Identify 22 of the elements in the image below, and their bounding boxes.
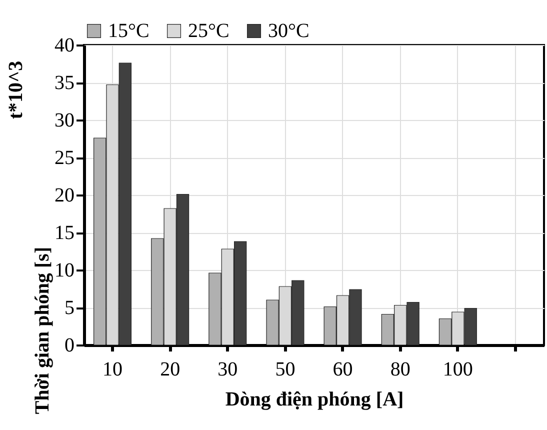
legend-label: 25°C xyxy=(188,20,230,42)
x-tick-label: 30 xyxy=(218,358,238,380)
y-tick-label: 25 xyxy=(54,147,74,169)
text: t*10^3 xyxy=(5,60,27,120)
x-tick-label: 100 xyxy=(442,358,473,380)
x-tick-label: 60 xyxy=(332,358,353,380)
legend-label: 30°C xyxy=(268,20,310,42)
y-tick-label: 20 xyxy=(54,184,74,206)
x-axis-title: Dòng điện phóng [A] xyxy=(225,388,404,410)
x-tick-label: 80 xyxy=(390,358,410,380)
y-tick-label: 10 xyxy=(54,260,74,282)
y-tick-label: 30 xyxy=(54,110,74,132)
x-tick-label: 10 xyxy=(102,358,122,380)
x-tick-label: 20 xyxy=(160,358,180,380)
y-axis-title: Thời gian phóng [s] xyxy=(32,246,54,414)
legend-label: 15°C xyxy=(108,20,150,42)
y-tick-label: 40 xyxy=(54,34,74,56)
x-tick-label: 50 xyxy=(275,358,296,380)
y-tick-label: 0 xyxy=(64,334,74,356)
y-tick-label: 5 xyxy=(64,297,74,319)
y-tick-label: 35 xyxy=(54,72,74,94)
y-tick-label: 15 xyxy=(54,222,74,244)
